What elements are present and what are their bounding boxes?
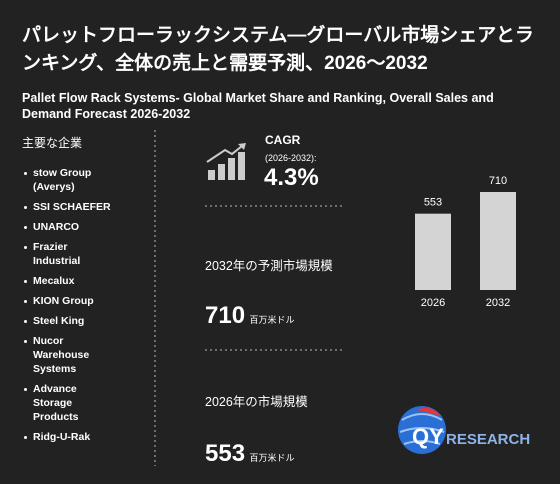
cagr-period: (2026-2032): xyxy=(265,153,317,163)
bar xyxy=(415,213,451,290)
bar xyxy=(480,192,516,290)
company: Ridg-U-Rak xyxy=(22,430,115,444)
market-2032: 710 百万米ドル xyxy=(205,302,295,330)
company: Mecalux xyxy=(22,274,115,288)
company: Advance Storage Products xyxy=(22,382,115,424)
logo-suffix: RESEARCH xyxy=(446,431,530,448)
company: stow Group (Averys) xyxy=(22,166,115,194)
market-2026-value: 553 xyxy=(205,440,246,467)
value-label: 553 xyxy=(424,197,442,209)
market-2026: 553 百万米ドル xyxy=(205,440,295,468)
unit: 百万米ドル xyxy=(249,453,295,463)
x-tick-label: 2032 xyxy=(486,297,510,309)
cagr-label: CAGR xyxy=(265,133,301,147)
logo-prefix: QY xyxy=(412,424,444,449)
unit: 百万米ドル xyxy=(249,315,295,325)
company: Frazier Industrial xyxy=(22,240,115,268)
company: Nucor Warehouse Systems xyxy=(22,334,115,376)
company: SSI SCHAEFER xyxy=(22,200,115,214)
company-list: stow Group (Averys) SSI SCHAEFER UNARCO Fra… xyxy=(22,166,132,450)
cagr-value: 4.3% xyxy=(264,164,319,191)
market-2026-label: 2026年の市場規模 xyxy=(205,395,308,409)
bar-chart: 553 2026 710 2032 xyxy=(415,175,516,309)
market-2032-value: 710 xyxy=(205,302,246,329)
value-label: 710 xyxy=(489,175,507,187)
company: UNARCO xyxy=(22,220,115,234)
company: Steel King xyxy=(22,314,115,328)
subtitle: Pallet Flow Rack Systems- Global Market … xyxy=(22,91,494,121)
company: KION Group xyxy=(22,294,115,308)
title: パレットフローラックシステム―グローバル市場シェアとランキング、全体の売上と需要… xyxy=(22,25,534,74)
x-tick-label: 2026 xyxy=(421,297,445,309)
companies-heading: 主要な企業 xyxy=(22,136,83,150)
growth-icon xyxy=(206,143,246,180)
market-2032-label: 2032年の予測市場規模 xyxy=(205,259,333,273)
logo-globe xyxy=(398,406,446,454)
